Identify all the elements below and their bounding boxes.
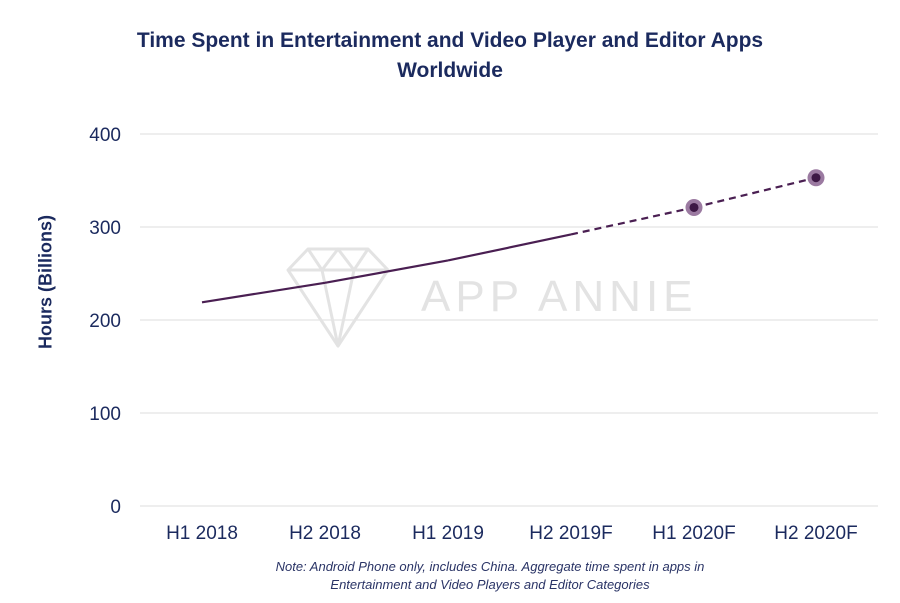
- data-point: [689, 202, 699, 212]
- x-tick-label: H2 2019F: [529, 523, 612, 544]
- series-group: [201, 169, 825, 304]
- data-point: [811, 173, 821, 183]
- x-tick-label: H2 2018: [289, 523, 361, 544]
- x-tick-label: H1 2019: [412, 523, 484, 544]
- x-axis-ticks: H1 2018 H2 2018 H1 2019 H2 2019F H1 2020F H2 …: [166, 523, 858, 544]
- x-tick-label: H1 2020F: [652, 523, 735, 544]
- watermark-text: APP ANNIE: [421, 272, 698, 321]
- chart-subtitle: Worldwide: [397, 59, 503, 82]
- actual-line-segment: [201, 281, 326, 304]
- y-tick-label: 200: [89, 311, 121, 332]
- footnote-line-2: Entertainment and Video Players and Edit…: [330, 577, 650, 592]
- chart-title: Time Spent in Entertainment and Video Pl…: [136, 29, 764, 52]
- y-tick-label: 300: [89, 218, 121, 239]
- y-tick-label: 400: [89, 125, 121, 146]
- actual-line-segment: [324, 259, 449, 284]
- diamond-icon: [286, 247, 390, 348]
- forecast-line-segment: [693, 176, 817, 209]
- watermark: APP ANNIE: [286, 247, 698, 348]
- y-tick-label: 100: [89, 404, 121, 425]
- actual-line-segment: [447, 233, 572, 262]
- grid: [140, 133, 878, 507]
- x-tick-label: H1 2018: [166, 523, 238, 544]
- forecast-line-segment: [570, 206, 695, 236]
- footnote-line-1: Note: Android Phone only, includes China…: [275, 559, 705, 574]
- x-tick-label: H2 2020F: [774, 523, 857, 544]
- y-tick-label: 0: [110, 497, 121, 518]
- y-axis-ticks: 0 100 200 300 400: [89, 125, 121, 518]
